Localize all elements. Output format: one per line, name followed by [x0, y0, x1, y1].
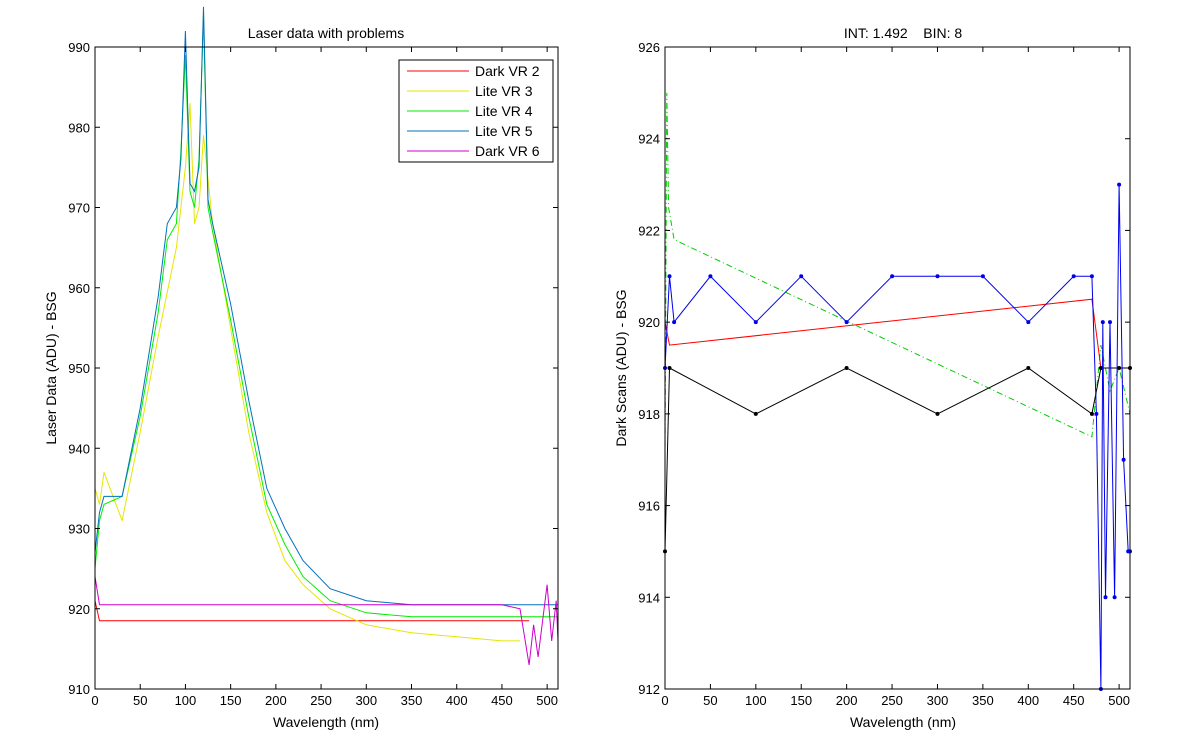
- chart-right-y-label: Dark Scans (ADU) - BSG: [613, 289, 629, 446]
- chart-right-x-label: Wavelength (nm): [850, 714, 956, 730]
- chart-right-point-series-4: [1103, 595, 1108, 600]
- legend-label: Dark VR 6: [475, 143, 540, 159]
- chart-left-y-tick-label: 970: [68, 201, 90, 216]
- chart-right-point-series-4: [1094, 411, 1099, 416]
- chart-right-point-series-4: [1026, 320, 1031, 325]
- chart-right-y-ticks: 912 914 916 918 920 922 924 926: [638, 40, 1130, 697]
- chart-right-point-series-3: [1089, 411, 1094, 416]
- chart-left-line-lite-vr-3: [94, 103, 520, 642]
- chart-right-point-series-4: [1117, 182, 1122, 187]
- chart-right-point-series-3: [1098, 366, 1103, 370]
- chart-right-series-layer: [663, 92, 1132, 691]
- chart-right-y-tick-label: 918: [638, 407, 660, 422]
- chart-left-x-tick-label: 350: [401, 693, 423, 708]
- chart-left-y-tick-label: 980: [68, 120, 90, 135]
- chart-left-line-dark-vr-2: [94, 600, 530, 622]
- chart-left-title: Laser data with problems: [248, 25, 404, 41]
- chart-left-x-tick-label: 250: [310, 693, 332, 708]
- chart-left-x-tick-label: 150: [220, 693, 242, 708]
- chart-right-line-series-4: [664, 184, 1130, 690]
- chart-left-y-tick-label: 930: [68, 522, 90, 537]
- chart-right-line-series-1: [664, 92, 1131, 460]
- chart-left: Laser data with problems 0 50 100 150 200 250…: [43, 6, 559, 730]
- chart-right-x-tick-label: 400: [1017, 693, 1039, 708]
- chart-right-point-series-4: [1071, 274, 1076, 279]
- chart-left-line-lite-vr-5: [94, 6, 558, 606]
- chart-left-x-tick-label: 0: [91, 693, 98, 708]
- legend-label: Lite VR 3: [475, 83, 533, 99]
- legend-label: Dark VR 2: [475, 63, 540, 79]
- chart-right-x-tick-label: 0: [661, 693, 668, 708]
- legend-label: Lite VR 4: [475, 103, 533, 119]
- chart-right-x-tick-label: 150: [790, 693, 812, 708]
- chart-right-y-tick-label: 920: [638, 315, 660, 330]
- chart-left-x-label: Wavelength (nm): [273, 714, 379, 730]
- chart-right-y-tick-label: 912: [638, 682, 660, 697]
- chart-right-x-tick-label: 450: [1063, 693, 1085, 708]
- chart-right-point-series-4: [890, 274, 895, 279]
- chart-right-x-tick-label: 50: [703, 693, 717, 708]
- chart-right-point-series-3: [935, 411, 940, 416]
- chart-right-point-series-4: [1089, 274, 1094, 279]
- chart-left-y-tick-label: 920: [68, 602, 90, 617]
- chart-left-y-tick-label: 950: [68, 361, 90, 376]
- chart-left-x-tick-label: 300: [355, 693, 377, 708]
- chart-right-point-series-3: [844, 366, 849, 370]
- chart-right: INT: 1.492 BIN: 8 0 50 100 150 200 250 300 350 4…: [613, 25, 1132, 730]
- chart-right-point-series-3: [1117, 366, 1122, 370]
- chart-right-plot-box: [664, 46, 1131, 690]
- chart-left-x-tick-label: 200: [265, 693, 287, 708]
- chart-right-point-series-4: [980, 274, 985, 279]
- chart-right-point-series-4: [844, 320, 849, 325]
- chart-left-x-tick-label: 500: [536, 693, 558, 708]
- chart-left-line-dark-vr-6: [94, 576, 559, 665]
- chart-right-point-series-4: [667, 274, 672, 279]
- chart-left-y-label: Laser Data (ADU) - BSG: [43, 291, 59, 444]
- chart-right-point-series-3: [753, 411, 758, 416]
- chart-right-point-series-3: [667, 366, 672, 370]
- chart-left-series-layer: [94, 6, 559, 665]
- chart-right-line-series-3: [664, 367, 1130, 552]
- chart-right-x-tick-label: 100: [745, 693, 767, 708]
- chart-right-x-tick-label: 350: [972, 693, 994, 708]
- chart-left-legend: Dark VR 2 Lite VR 3 Lite VR 4 Lite VR 5 Dark…: [398, 59, 554, 163]
- chart-left-y-ticks: 910 920 930 940 950 960 970 980 990: [68, 40, 558, 697]
- chart-right-point-series-4: [1121, 457, 1126, 462]
- chart-right-point-series-4: [1100, 320, 1105, 325]
- chart-right-y-tick-label: 914: [638, 590, 660, 605]
- chart-right-point-series-4: [753, 320, 758, 325]
- chart-right-point-series-3: [1026, 366, 1031, 370]
- chart-left-x-tick-label: 450: [491, 693, 513, 708]
- chart-right-point-series-4: [708, 274, 713, 279]
- chart-right-x-tick-label: 500: [1108, 693, 1130, 708]
- chart-left-x-tick-label: 100: [175, 693, 197, 708]
- chart-right-point-series-4: [799, 274, 804, 279]
- chart-right-point-series-4: [1108, 320, 1112, 325]
- chart-right-x-tick-label: 200: [836, 693, 858, 708]
- chart-left-y-tick-label: 910: [68, 682, 90, 697]
- chart-right-y-tick-label: 922: [638, 223, 660, 238]
- chart-left-x-tick-label: 50: [133, 693, 147, 708]
- chart-left-y-tick-label: 940: [68, 441, 90, 456]
- chart-right-point-series-4: [1112, 595, 1117, 600]
- chart-right-x-tick-label: 250: [881, 693, 903, 708]
- chart-right-x-tick-label: 300: [927, 693, 949, 708]
- chart-left-x-ticks: 0 50 100 150 200 250 300 350 400 450 500: [91, 47, 558, 708]
- chart-right-y-tick-label: 926: [638, 40, 660, 55]
- chart-right-y-tick-label: 916: [638, 499, 660, 514]
- chart-right-title: INT: 1.492 BIN: 8: [844, 25, 962, 41]
- chart-right-x-ticks: 0 50 100 150 200 250 300 350 400 450 500: [661, 47, 1130, 708]
- chart-right-y-tick-label: 924: [638, 132, 660, 147]
- chart-left-x-tick-label: 400: [446, 693, 468, 708]
- chart-right-line-series-2: [664, 298, 1130, 369]
- legend-label: Lite VR 5: [475, 123, 533, 139]
- chart-left-y-tick-label: 990: [68, 40, 90, 55]
- chart-right-point-series-4: [672, 320, 677, 325]
- chart-right-point-series-4: [935, 274, 940, 279]
- chart-left-y-tick-label: 960: [68, 281, 90, 296]
